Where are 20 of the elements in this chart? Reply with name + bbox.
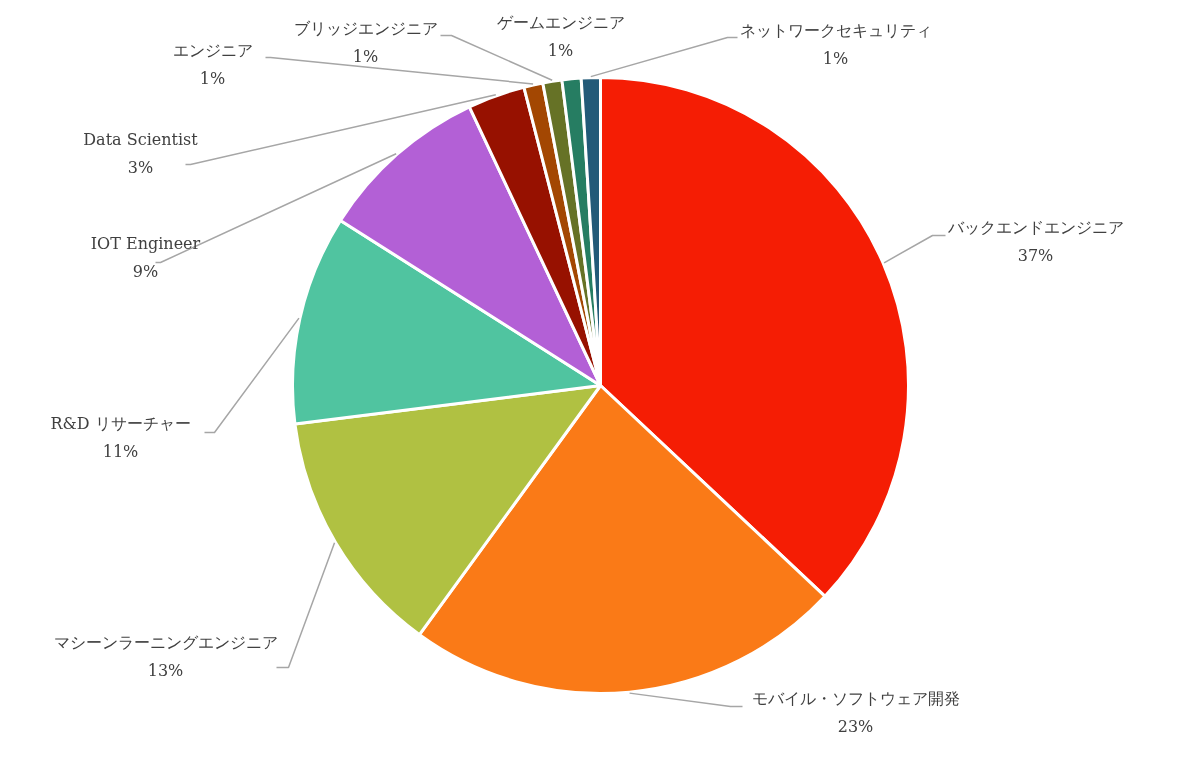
data-label: 23% bbox=[837, 717, 874, 736]
data-label: 1% bbox=[822, 49, 849, 68]
slice-label: Data Scientist bbox=[83, 130, 199, 149]
slice-label: ネットワークセキュリティ bbox=[739, 21, 932, 40]
data-label: 3% bbox=[127, 158, 154, 177]
slice-label: R&D リサーチャー bbox=[50, 414, 191, 433]
data-label: 11% bbox=[102, 442, 139, 461]
data-label: 9% bbox=[132, 262, 159, 281]
slice-label: バックエンドエンジニア bbox=[946, 218, 1124, 237]
slice-label: IOT Engineer bbox=[90, 234, 201, 253]
data-label: 37% bbox=[1017, 246, 1054, 265]
slice-label: ブリッジエンジニア bbox=[293, 19, 438, 38]
slice-label: モバイル・ソフトウェア開発 bbox=[751, 689, 960, 708]
slice-label: エンジニア bbox=[172, 41, 253, 60]
data-label: 1% bbox=[199, 69, 226, 88]
slice-label: マシーンラーニングエンジニア bbox=[53, 633, 278, 652]
data-label: 1% bbox=[352, 47, 379, 66]
slice-label: ゲームエンジニア bbox=[496, 13, 625, 32]
data-label: 1% bbox=[547, 41, 574, 60]
data-label: 13% bbox=[147, 661, 184, 680]
